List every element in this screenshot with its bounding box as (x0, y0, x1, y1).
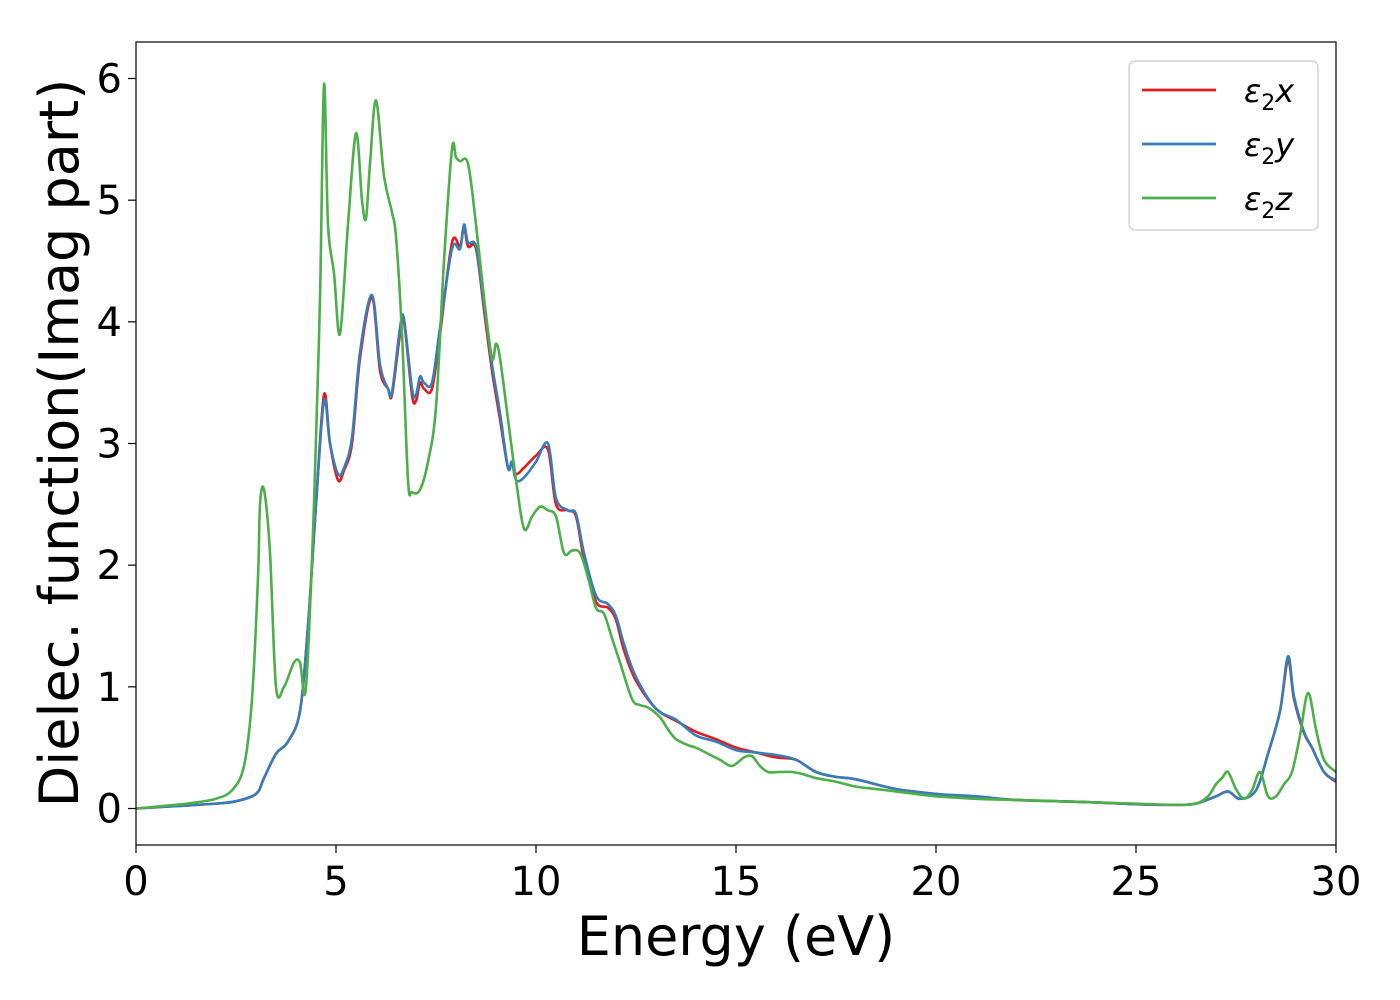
series-layer (136, 82, 1336, 810)
y-axis-ticks: 0 1 2 3 4 5 6 (97, 57, 136, 833)
x-tick-label: 5 (323, 859, 348, 905)
legend-label-z: ε2z (1244, 180, 1293, 224)
y-axis-title: Dielec. function(Imag part) (28, 79, 91, 808)
series-line-z (136, 82, 1336, 810)
x-tick-label: 0 (123, 859, 148, 905)
y-tick-label: 3 (97, 422, 122, 468)
x-axis-ticks: 0 5 10 15 20 25 30 (123, 845, 1361, 905)
series-line-y (136, 223, 1336, 810)
legend-label-x: ε2x (1244, 72, 1295, 116)
legend-box (1128, 60, 1319, 231)
x-tick-label: 20 (911, 859, 962, 905)
y-tick-label: 0 (97, 787, 122, 833)
x-axis-title: Energy (eV) (577, 905, 896, 968)
x-tick-label: 25 (1111, 859, 1162, 905)
x-tick-label: 30 (1311, 859, 1362, 905)
y-tick-label: 6 (97, 57, 122, 103)
x-tick-label: 10 (511, 859, 562, 905)
legend: ε2x ε2y ε2z (1128, 60, 1319, 231)
y-tick-label: 2 (97, 543, 122, 589)
y-tick-label: 4 (97, 300, 122, 346)
y-tick-label: 1 (97, 665, 122, 711)
legend-label-y: ε2y (1244, 126, 1295, 170)
y-tick-label: 5 (97, 178, 122, 224)
x-tick-label: 15 (711, 859, 762, 905)
